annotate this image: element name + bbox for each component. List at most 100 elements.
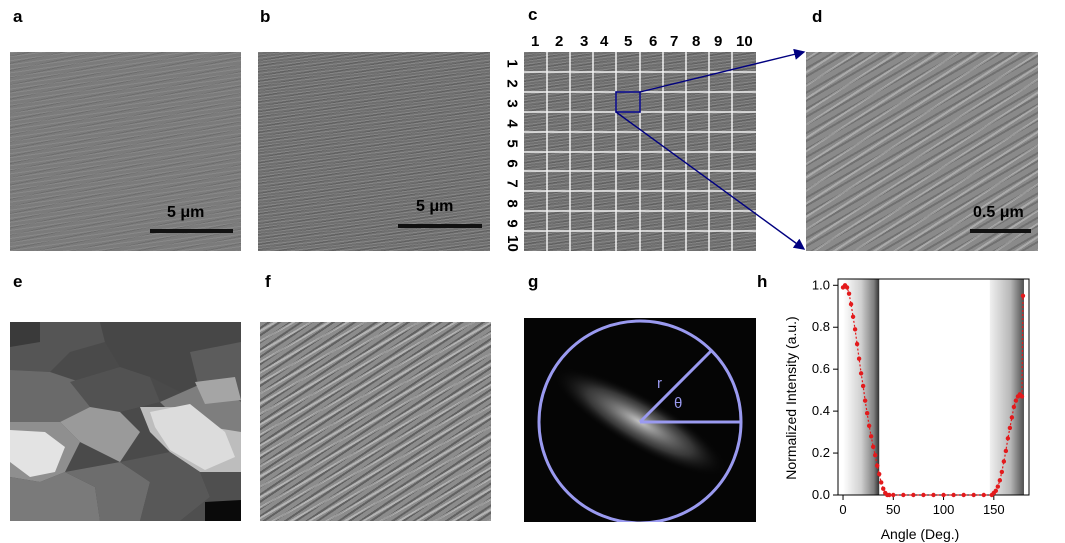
- fft-overlay: r θ: [537, 319, 743, 522]
- angle-shading: [843, 279, 1024, 495]
- grid-column-number: 9: [714, 33, 723, 50]
- panel-label-h: h: [757, 272, 768, 291]
- y-tick-label: 0.8: [812, 319, 830, 334]
- grid-column-number: 5: [624, 33, 633, 50]
- grid-row-number: 7: [503, 179, 521, 188]
- data-point: [854, 341, 860, 347]
- theta-label: θ: [674, 395, 682, 412]
- shade-left: [843, 279, 880, 495]
- data-point: [981, 492, 986, 498]
- grid-column-number: 7: [670, 33, 679, 50]
- data-point: [881, 486, 886, 491]
- panel-label-a: a: [13, 7, 23, 26]
- zoom-selection-box: [615, 91, 641, 113]
- x-tick-label: 100: [933, 502, 955, 517]
- data-point: [951, 492, 956, 498]
- scale-bar-a: [150, 229, 233, 233]
- data-point: [856, 356, 862, 361]
- y-axis-label: Normalized Intensity (a.u.): [783, 316, 799, 479]
- panel-label-f: f: [265, 272, 271, 291]
- data-point: [971, 492, 976, 498]
- data-point: [862, 398, 868, 403]
- x-tick-label: 0: [839, 502, 846, 517]
- radius-line: [638, 348, 714, 424]
- chart-axes: 0 50 100 150 0.0 0.2 0.4 0.6 0.8 1.0: [812, 277, 1030, 517]
- grid-row-number: 8: [503, 199, 521, 208]
- y-tick-label: 1.0: [812, 277, 830, 292]
- grid-row-number: 4: [503, 119, 521, 128]
- grid-column-number: 10: [736, 33, 753, 50]
- panel-label-b: b: [260, 7, 271, 26]
- data-point: [875, 463, 880, 468]
- y-tick-label: 0.6: [812, 361, 830, 376]
- grid-row-number: 1: [503, 59, 521, 68]
- data-point: [848, 301, 854, 307]
- y-tick-label: 0.4: [812, 403, 830, 418]
- scale-bar-b: [398, 224, 482, 228]
- scale-text-a: 5 μm: [167, 204, 205, 221]
- panel-label-g: g: [528, 272, 539, 291]
- data-point: [879, 480, 884, 485]
- data-point: [993, 488, 999, 494]
- y-tick-label: 0.0: [812, 487, 830, 502]
- shade-right: [989, 279, 1024, 495]
- data-series: [840, 283, 1026, 498]
- data-point: [1019, 394, 1025, 399]
- data-point: [877, 471, 882, 477]
- data-point: [1009, 415, 1015, 420]
- grid-row-number: 6: [503, 159, 521, 168]
- grid-column-number: 8: [692, 33, 701, 50]
- data-point: [941, 492, 946, 498]
- data-point: [858, 371, 864, 376]
- fft-image-g: r θ: [524, 318, 756, 522]
- sem-image-a: 5 μm: [10, 52, 241, 251]
- panel-label-c: c: [528, 5, 538, 24]
- x-tick-label: 50: [886, 502, 900, 517]
- data-point: [1020, 293, 1026, 298]
- grid-row-number: 10: [503, 235, 521, 252]
- data-point: [852, 327, 858, 332]
- data-point: [860, 383, 866, 389]
- grid-column-number: 4: [600, 33, 609, 50]
- data-point: [868, 434, 874, 439]
- x-axis-label: Angle (Deg.): [881, 526, 960, 542]
- scale-bar-d: [970, 229, 1031, 233]
- data-point: [901, 492, 906, 498]
- data-point: [1003, 448, 1009, 454]
- grid-row-number: 5: [503, 139, 521, 148]
- grid-column-number: 3: [580, 33, 589, 50]
- data-point: [1011, 404, 1017, 410]
- scale-text-d: 0.5 μm: [973, 204, 1024, 221]
- sem-image-b: 5 μm: [258, 52, 490, 251]
- grid-row-number: 9: [503, 219, 521, 228]
- segment-regions: [10, 322, 241, 521]
- sem-grid-image-c: [524, 52, 756, 251]
- y-tick-label: 0.2: [812, 445, 830, 460]
- x-tick-label: 150: [983, 502, 1005, 517]
- sem-zoom-image-d: 0.5 μm: [806, 52, 1038, 251]
- data-point: [1007, 425, 1013, 431]
- filtered-image-f: [260, 322, 491, 521]
- scale-text-b: 5 μm: [416, 198, 454, 215]
- intensity-chart: 0 50 100 150 0.0 0.2 0.4 0.6 0.8 1.0 Angle (Deg.)…: [783, 277, 1030, 542]
- grid-lines: [524, 52, 756, 251]
- data-point: [921, 492, 926, 498]
- segmentation-map-e: [10, 322, 241, 521]
- data-point: [931, 492, 936, 498]
- data-point: [887, 492, 892, 498]
- data-point: [891, 492, 896, 498]
- r-label: r: [657, 375, 662, 392]
- data-point: [872, 452, 878, 458]
- panel-label-d: d: [812, 7, 823, 26]
- data-point: [997, 478, 1003, 483]
- data-point: [1013, 398, 1019, 403]
- grid-column-number: 2: [555, 33, 564, 50]
- data-point: [866, 423, 872, 428]
- grid-row-number: 2: [503, 79, 521, 88]
- data-point: [864, 411, 870, 416]
- data-point: [1005, 436, 1011, 441]
- grid-column-number: 6: [649, 33, 658, 50]
- data-point: [870, 444, 876, 449]
- panel-label-e: e: [13, 272, 23, 291]
- grid-row-number: 3: [503, 99, 521, 108]
